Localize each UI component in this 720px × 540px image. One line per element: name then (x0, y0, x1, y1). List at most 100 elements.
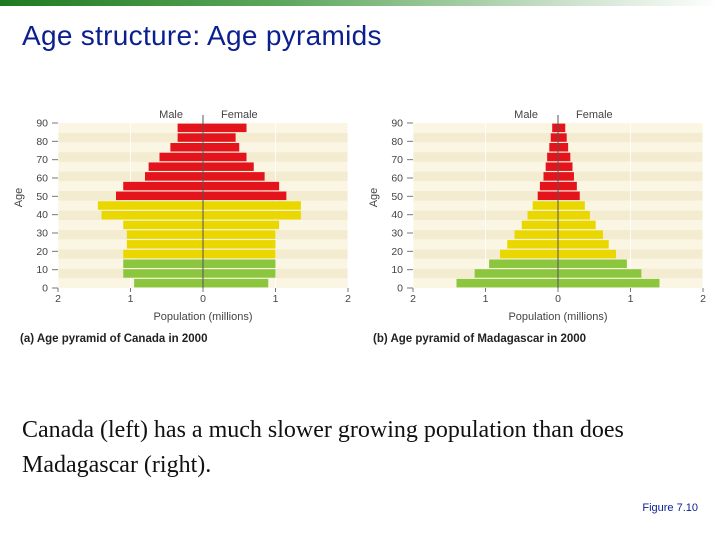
male-bar (549, 143, 558, 152)
female-bar (558, 240, 609, 249)
male-bar (514, 230, 558, 239)
male-bar (148, 162, 203, 171)
x-tick-label: 2 (410, 293, 416, 305)
female-bar (558, 269, 642, 278)
male-bar (543, 172, 558, 181)
x-axis-label: Population (millions) (153, 311, 252, 323)
y-tick-label: 10 (36, 264, 48, 276)
male-bar (134, 278, 203, 288)
female-bar (203, 278, 269, 288)
male-bar (550, 133, 558, 142)
title-accent-bar (0, 0, 720, 6)
y-tick-label: 70 (36, 154, 48, 166)
y-tick-label: 40 (391, 209, 403, 221)
female-bar (203, 230, 276, 239)
male-bar (123, 249, 203, 259)
female-bar (558, 133, 567, 142)
male-bar (101, 210, 203, 220)
female-bar (558, 181, 577, 191)
male-bar (177, 133, 203, 142)
x-tick-label: 2 (700, 293, 706, 305)
y-tick-label: 70 (391, 154, 403, 166)
y-tick-label: 30 (36, 228, 48, 240)
slide-title: Age structure: Age pyramids (22, 20, 382, 51)
x-tick-label: 2 (55, 293, 61, 305)
y-tick-label: 90 (36, 118, 48, 130)
female-bar (203, 123, 247, 133)
female-bar (203, 133, 236, 142)
y-tick-label: 20 (391, 246, 403, 258)
male-bar (170, 143, 203, 152)
male-bar (126, 240, 203, 249)
female-bar (203, 210, 301, 220)
male-bar (521, 220, 558, 230)
male-bar (123, 220, 203, 230)
female-bar (203, 249, 276, 259)
male-bar (547, 152, 558, 162)
female-bar (558, 249, 616, 259)
y-tick-label: 60 (36, 173, 48, 185)
female-bar (558, 123, 566, 133)
slide-body-text: Canada (left) has a much slower growing … (22, 417, 624, 478)
canada-chart-title: (a) Age pyramid of Canada in 2000 (20, 333, 208, 345)
figure-reference: Figure 7.10 (642, 502, 698, 514)
x-tick-label: 1 (628, 293, 634, 305)
male-bar (539, 181, 558, 191)
madagascar-chart-title: (b) Age pyramid of Madagascar in 2000 (373, 333, 587, 345)
y-tick-label: 10 (391, 264, 403, 276)
male-bar (552, 123, 558, 133)
x-tick-label: 1 (128, 293, 134, 305)
female-bar (203, 172, 265, 181)
female-bar (203, 220, 280, 230)
male-bar (123, 269, 203, 278)
male-bar (500, 249, 558, 259)
female-bar (558, 172, 574, 181)
y-tick-label: 0 (397, 283, 403, 295)
male-bar (527, 210, 558, 220)
male-bar (145, 172, 203, 181)
y-tick-label: 0 (42, 283, 48, 295)
y-axis-label: Age (13, 188, 25, 208)
male-bar (126, 230, 203, 239)
legend-male: Male (159, 109, 183, 121)
female-bar (203, 162, 254, 171)
y-tick-label: 60 (391, 173, 403, 185)
female-bar (203, 201, 301, 210)
female-bar (558, 278, 660, 288)
male-bar (116, 191, 203, 201)
x-tick-label: 0 (200, 293, 206, 305)
female-bar (558, 259, 627, 268)
female-bar (203, 240, 276, 249)
female-bar (203, 269, 276, 278)
female-bar (203, 259, 276, 268)
male-bar (489, 259, 558, 268)
female-bar (558, 201, 585, 210)
male-bar (474, 269, 558, 278)
female-bar (203, 191, 287, 201)
male-bar (159, 152, 203, 162)
y-tick-label: 30 (391, 228, 403, 240)
female-bar (558, 152, 571, 162)
male-bar (537, 191, 558, 201)
female-bar (203, 181, 280, 191)
x-tick-label: 1 (483, 293, 489, 305)
male-bar (123, 259, 203, 268)
legend-male: Male (514, 109, 538, 121)
female-bar (558, 143, 569, 152)
x-tick-label: 1 (273, 293, 279, 305)
female-bar (203, 143, 240, 152)
male-bar (123, 181, 203, 191)
x-tick-label: 0 (555, 293, 561, 305)
female-bar (558, 230, 603, 239)
y-tick-label: 50 (36, 191, 48, 203)
y-tick-label: 80 (391, 136, 403, 148)
male-bar (456, 278, 558, 288)
female-bar (558, 210, 590, 220)
y-tick-label: 90 (391, 118, 403, 130)
y-tick-label: 50 (391, 191, 403, 203)
y-tick-label: 40 (36, 209, 48, 221)
legend-female: Female (221, 109, 258, 121)
female-bar (203, 152, 247, 162)
y-tick-label: 80 (36, 136, 48, 148)
